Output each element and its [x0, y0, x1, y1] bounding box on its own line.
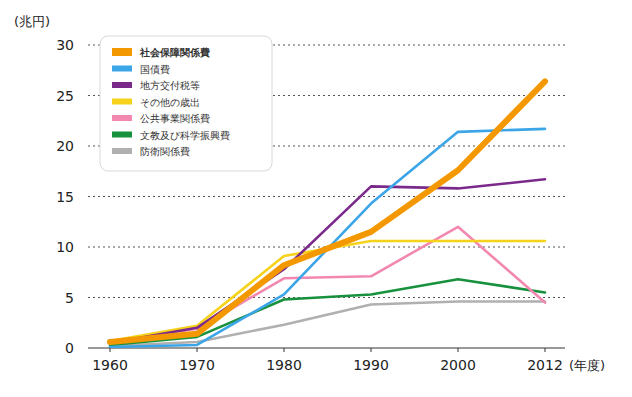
- y-tick-label: 5: [65, 290, 74, 306]
- plot-area: [110, 81, 545, 347]
- legend-label: 文教及び科学振興費: [140, 130, 230, 141]
- legend-swatch: [112, 99, 132, 105]
- legend-box: [100, 36, 272, 171]
- legend-label: 公共事業関係費: [140, 113, 210, 124]
- legend: 社会保障関係費国債費地方交付税等その他の歳出公共事業関係費文教及び科学振興費防衛…: [100, 36, 272, 171]
- x-tick-label: 1960: [92, 357, 128, 373]
- series-line: [110, 81, 545, 342]
- y-tick-label: 0: [65, 340, 74, 356]
- series-line: [110, 179, 545, 343]
- x-tick-label: 1970: [179, 357, 215, 373]
- grid-line: [88, 196, 565, 197]
- legend-swatch: [112, 115, 132, 121]
- x-tick-label: 1980: [266, 357, 302, 373]
- x-tick-label: 2000: [440, 357, 476, 373]
- x-tick: [545, 348, 546, 352]
- series-line: [110, 241, 545, 341]
- x-axis-label: (年度): [569, 358, 605, 373]
- legend-swatch: [112, 132, 132, 138]
- chart: 0 5 10 15 20 25 30 (兆円) 1960 1970 1980 1990 2000 2012…: [0, 0, 632, 397]
- y-axis-label: (兆円): [14, 14, 50, 29]
- legend-swatch: [112, 48, 132, 56]
- y-tick-label: 10: [56, 239, 74, 255]
- x-tick: [197, 348, 198, 352]
- legend-swatch: [112, 148, 132, 154]
- y-tick-label: 30: [56, 37, 74, 53]
- x-tick: [371, 348, 372, 352]
- series-line: [110, 227, 545, 342]
- legend-label: 地方交付税等: [139, 80, 200, 91]
- x-tick: [110, 348, 111, 352]
- legend-swatch: [112, 66, 132, 72]
- legend-swatch: [112, 82, 132, 88]
- legend-label: 国債費: [140, 64, 170, 75]
- x-tick: [458, 348, 459, 352]
- legend-label: その他の歳出: [140, 97, 200, 108]
- y-tick-label: 20: [56, 138, 74, 154]
- x-tick-label: 1990: [353, 357, 389, 373]
- x-tick: [284, 348, 285, 352]
- y-tick-label: 15: [56, 189, 74, 205]
- x-tick-label: 2012: [527, 357, 563, 373]
- x-axis-line: [88, 347, 565, 348]
- legend-label: 防衛関係費: [140, 146, 190, 157]
- y-tick-label: 25: [56, 88, 74, 104]
- legend-label: 社会保障関係費: [139, 47, 210, 58]
